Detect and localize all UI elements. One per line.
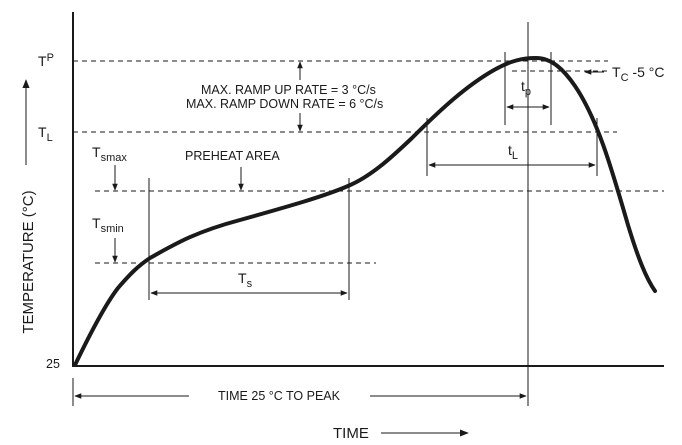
tsmax-label: Tsmax	[92, 144, 127, 164]
y-origin-label: 25	[46, 357, 60, 371]
preheat-label: PREHEAT AREA	[185, 149, 280, 163]
ramp-up-label: MAX. RAMP UP RATE = 3 °C/s	[201, 83, 376, 97]
tl-time-label: tL	[508, 142, 518, 162]
reflow-curve	[73, 56, 657, 367]
ramp-down-label: MAX. RAMP DOWN RATE = 6 °C/s	[186, 97, 383, 111]
y-axis-title: TEMPERATURE (°C)	[20, 190, 37, 333]
tc-label: TC -5 °C	[612, 64, 664, 84]
tl-label: TL	[38, 124, 53, 144]
tp-label: TP	[38, 52, 54, 69]
tsmin-label: Tsmin	[92, 215, 124, 235]
ts-time-label: Ts	[238, 270, 253, 290]
x-axis-title: TIME	[333, 425, 369, 442]
tp-time-label: tp	[521, 78, 531, 98]
time-to-peak-label: TIME 25 °C TO PEAK	[218, 389, 341, 403]
